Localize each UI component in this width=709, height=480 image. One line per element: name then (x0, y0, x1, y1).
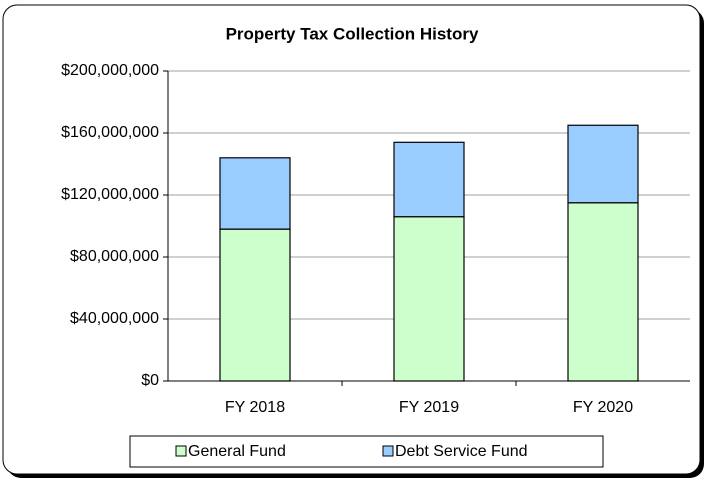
y-tick-label: $40,000,000 (70, 310, 159, 327)
y-tick-label: $160,000,000 (61, 124, 159, 141)
x-tick-label: FY 2018 (225, 399, 285, 416)
x-tick-label: FY 2020 (573, 399, 633, 416)
bar-segment (393, 216, 465, 382)
legend-label: Debt Service Fund (395, 443, 528, 460)
bar-segment (393, 141, 465, 218)
bar-segment (567, 202, 639, 382)
frame (2, 4, 701, 475)
chart-title: Property Tax Collection History (226, 24, 479, 43)
x-tick-label: FY 2019 (399, 399, 459, 416)
legend-swatch (382, 445, 394, 457)
y-tick-label: $0 (141, 372, 159, 389)
legend-label: General Fund (188, 443, 286, 460)
bar-segment (567, 124, 639, 204)
y-tick-label: $80,000,000 (70, 248, 159, 265)
y-tick-label: $120,000,000 (61, 186, 159, 203)
legend (129, 435, 604, 468)
legend-swatch (175, 445, 187, 457)
bar-segment (219, 157, 291, 230)
bar-segment (219, 228, 291, 382)
y-tick-label: $200,000,000 (61, 62, 159, 79)
